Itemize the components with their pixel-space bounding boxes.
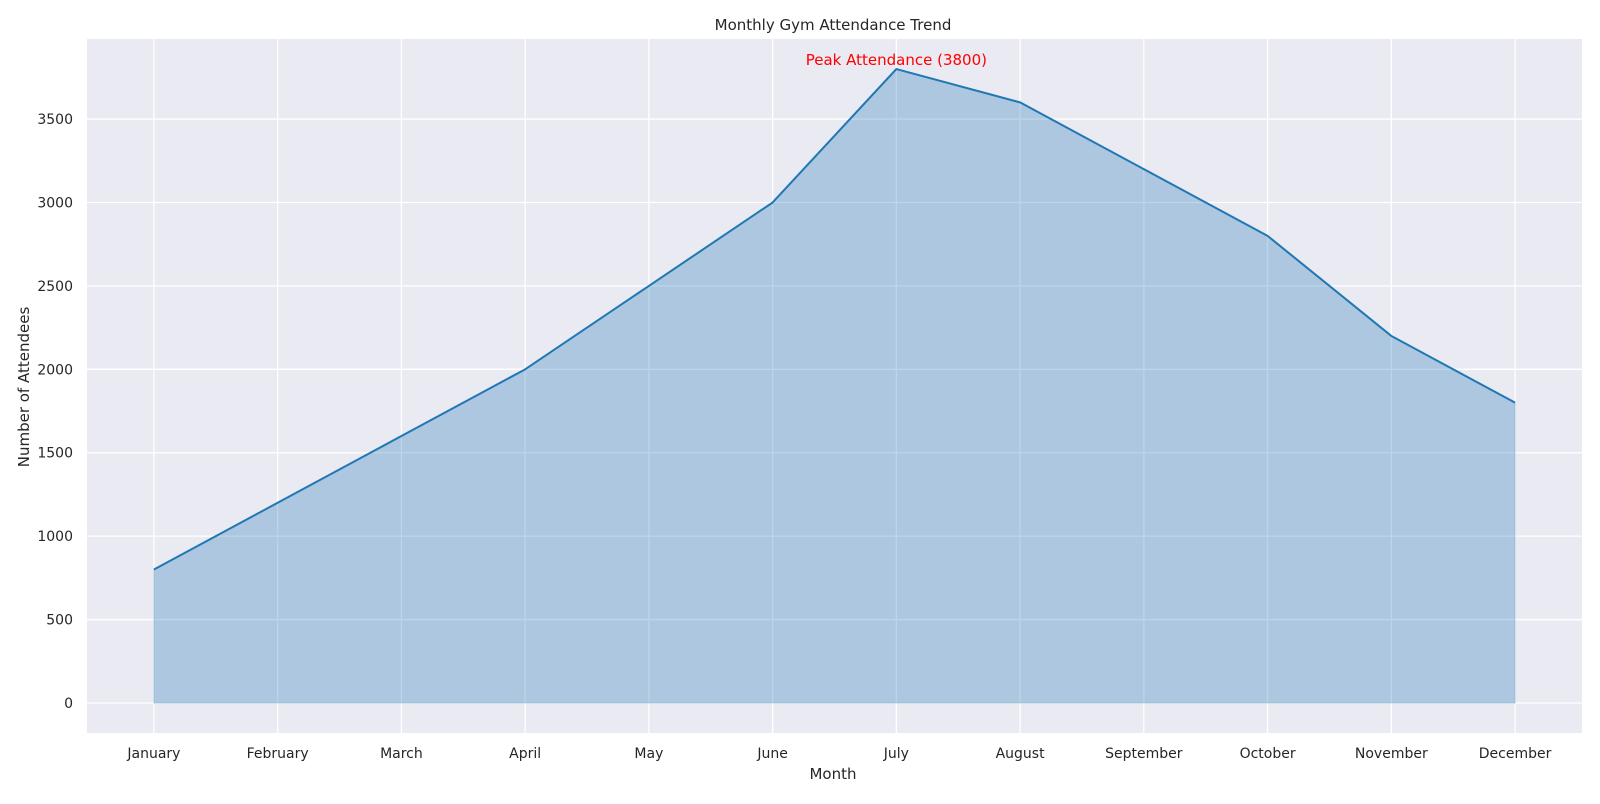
x-tick-label: December <box>1479 746 1552 762</box>
y-tick-label: 3500 <box>37 112 73 128</box>
y-tick-label: 1000 <box>37 529 73 545</box>
x-tick-label: September <box>1105 746 1183 762</box>
x-tick-labels: January February March April May June July Augu… <box>126 746 1551 762</box>
x-tick-label: January <box>126 746 180 762</box>
y-tick-label: 2500 <box>37 279 73 295</box>
y-tick-label: 0 <box>64 696 73 712</box>
y-tick-label: 1500 <box>37 446 73 462</box>
peak-annotation: Peak Attendance (3800) <box>806 51 987 69</box>
y-tick-label: 3000 <box>37 195 73 211</box>
y-tick-label: 2000 <box>37 362 73 378</box>
y-tick-label: 500 <box>46 613 73 629</box>
x-tick-label: May <box>634 746 663 762</box>
x-tick-label: August <box>996 746 1046 762</box>
y-axis-label: Number of Attendees <box>15 307 33 468</box>
x-axis-label: Month <box>809 765 856 783</box>
x-tick-label: June <box>756 746 788 762</box>
x-tick-label: July <box>883 746 909 762</box>
chart-title: Monthly Gym Attendance Trend <box>715 16 952 34</box>
x-tick-label: February <box>247 746 309 762</box>
y-tick-labels: 0 500 1000 1500 2000 2500 3000 3500 <box>37 112 73 712</box>
x-tick-label: October <box>1240 746 1296 762</box>
x-tick-label: November <box>1355 746 1428 762</box>
x-tick-label: April <box>509 746 541 762</box>
x-tick-label: March <box>380 746 423 762</box>
